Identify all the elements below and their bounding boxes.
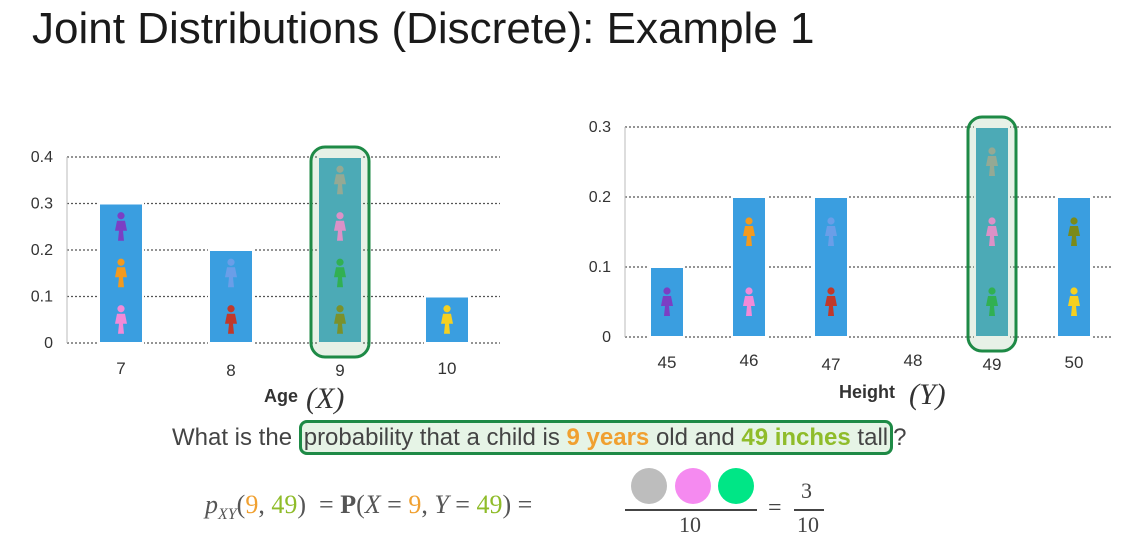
- formula-arg-sep: ,: [258, 490, 272, 519]
- x-tick-label: 46: [740, 351, 759, 370]
- blue-child-icon: [225, 258, 237, 288]
- question-highlight-box: probability that a child is 9 years old …: [298, 420, 894, 455]
- y-tick-label: 0.3: [589, 119, 611, 136]
- green-dot: [718, 468, 754, 504]
- question-height-value: 49 inches: [741, 424, 851, 451]
- purple-child-icon: [661, 287, 673, 316]
- x-tick-label: 48: [904, 351, 923, 370]
- question-part2: old and: [649, 424, 742, 451]
- yellow-child-icon: [441, 305, 453, 334]
- result-denominator: 10: [797, 512, 819, 537]
- gray-child-icon: [986, 147, 998, 176]
- formula-eq2: =: [511, 490, 539, 519]
- pink-child-icon: [115, 305, 127, 334]
- x-axis-variable: (Y): [909, 378, 946, 411]
- formula-arg-x: 9: [245, 490, 259, 519]
- question-part1: probability that a child is: [303, 424, 567, 451]
- y-tick-label: 0.2: [589, 189, 611, 206]
- red-child-icon: [225, 305, 237, 334]
- x-tick-label: 10: [438, 359, 457, 378]
- green-child-icon: [334, 258, 346, 288]
- question-suffix: ?: [893, 424, 907, 451]
- question-text: What is the probability that a child is …: [172, 420, 907, 455]
- x-tick-label: 45: [658, 353, 677, 372]
- question-prefix: What is the: [172, 424, 299, 451]
- x-tick-label: 9: [335, 361, 344, 380]
- olive-child-icon: [334, 305, 346, 334]
- formula-eq1: =: [306, 490, 341, 519]
- y-tick-label: 0.4: [31, 149, 53, 166]
- x-tick-label: 50: [1065, 353, 1084, 372]
- formula-P: P: [340, 490, 357, 519]
- fraction-bar: [625, 509, 757, 511]
- formula: pXY(9, 49) = P(X = 9, Y = 49) =: [205, 490, 539, 524]
- x-tick-label: 7: [116, 359, 125, 378]
- formula-prob-open: (: [356, 490, 365, 519]
- y-tick-label: 0.3: [31, 196, 53, 213]
- formula-arg-close: ): [297, 490, 307, 519]
- formula-prob-close: ): [502, 490, 512, 519]
- formula-x-val: 9: [408, 490, 422, 519]
- yellow-child-icon: [1068, 287, 1080, 316]
- gray-child-icon: [334, 165, 346, 195]
- x-axis-title: Height: [839, 382, 895, 402]
- formula-y-val: 49: [476, 490, 503, 519]
- result-numerator: 3: [801, 478, 812, 503]
- y-tick-label: 0.1: [589, 259, 611, 276]
- slide-title: Joint Distributions (Discrete): Example …: [32, 4, 815, 53]
- result-fraction-bar: [794, 509, 824, 511]
- formula-prob-sep: ,: [421, 490, 435, 519]
- pink-child-icon: [334, 212, 346, 241]
- formula-arg-y: 49: [271, 490, 298, 519]
- pink-child-icon: [743, 287, 755, 316]
- red-child-icon: [825, 287, 837, 316]
- formula-X: X: [364, 490, 381, 519]
- formula-p: p: [205, 490, 218, 519]
- formula-eq-x: =: [380, 490, 409, 519]
- purple-child-icon: [115, 212, 127, 241]
- height-chart: 0 0.1 0.2 0.3 45 46 47 48 49 50 Height (Y): [589, 115, 1112, 411]
- pink-child-icon: [986, 217, 998, 246]
- question-part3: tall: [850, 424, 889, 451]
- formula-Y: Y: [434, 490, 449, 519]
- x-axis-variable: (X): [306, 382, 344, 415]
- x-tick-label: 47: [822, 355, 841, 374]
- y-tick-label: 0: [44, 335, 53, 352]
- y-tick-label: 0.2: [31, 242, 53, 259]
- orange-child-icon: [115, 258, 127, 288]
- green-child-icon: [986, 287, 998, 316]
- x-tick-label: 49: [983, 355, 1002, 374]
- olive-child-icon: [1068, 217, 1080, 246]
- pink-dot: [675, 468, 711, 504]
- y-tick-label: 0: [602, 329, 611, 346]
- x-tick-label: 8: [226, 361, 235, 380]
- equals-sign: =: [768, 495, 782, 521]
- gray-dot: [631, 468, 667, 504]
- formula-sub: XY: [218, 506, 237, 524]
- highlight-box-9: [309, 145, 371, 359]
- x-axis-title: Age: [264, 386, 298, 406]
- orange-child-icon: [743, 217, 755, 246]
- blue-child-icon: [825, 217, 837, 246]
- y-tick-label: 0.1: [31, 289, 53, 306]
- highlight-box-49: [966, 115, 1018, 353]
- bar-45: [649, 266, 685, 338]
- fraction-denominator: 10: [679, 512, 701, 537]
- formula-arg-open: (: [236, 490, 246, 519]
- formula-eq-y: =: [448, 490, 477, 519]
- question-age-value: 9 years: [566, 424, 650, 451]
- age-chart: 0 0.1 0.2 0.3 0.4 7 8 9 10 Age (X): [31, 145, 500, 415]
